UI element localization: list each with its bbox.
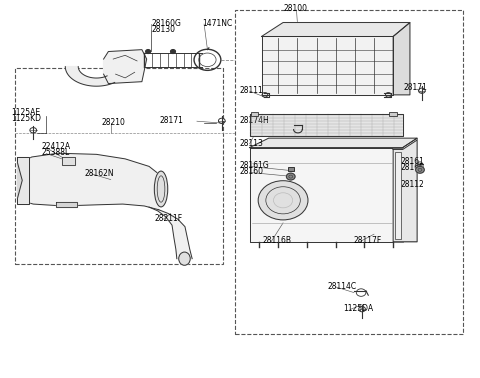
Polygon shape [17, 163, 22, 198]
Circle shape [258, 181, 308, 220]
Polygon shape [250, 138, 417, 147]
Bar [15, 68, 223, 264]
Text: 28161: 28161 [401, 157, 425, 166]
Ellipse shape [155, 171, 168, 207]
Bar [389, 112, 397, 116]
Text: 28161G: 28161G [239, 161, 269, 170]
Polygon shape [17, 157, 29, 204]
Ellipse shape [179, 252, 190, 265]
Bar [395, 152, 401, 239]
Text: 28210: 28210 [101, 118, 125, 127]
Text: 28100: 28100 [283, 5, 307, 14]
Text: 28117F: 28117F [354, 237, 382, 245]
Text: 1125KD: 1125KD [11, 115, 41, 124]
Text: 1125AE: 1125AE [11, 108, 40, 118]
Text: 28116B: 28116B [263, 237, 292, 245]
Circle shape [416, 166, 424, 173]
Polygon shape [62, 157, 75, 164]
Polygon shape [149, 207, 192, 259]
Bar [251, 112, 258, 116]
Polygon shape [250, 114, 403, 136]
Text: 25388L: 25388L [41, 148, 70, 157]
Polygon shape [262, 36, 393, 95]
Polygon shape [104, 50, 147, 84]
Text: 28113: 28113 [239, 139, 263, 147]
Polygon shape [403, 138, 417, 242]
Text: 28112: 28112 [401, 180, 425, 189]
Text: 28171: 28171 [160, 116, 183, 125]
Text: 28160: 28160 [401, 163, 425, 172]
Text: 28160G: 28160G [152, 19, 181, 28]
Polygon shape [250, 147, 403, 242]
Text: 28160: 28160 [239, 167, 263, 176]
Polygon shape [56, 202, 77, 207]
Circle shape [287, 173, 295, 180]
Polygon shape [393, 140, 417, 242]
Text: 28130: 28130 [152, 25, 176, 34]
Text: 28114C: 28114C [327, 282, 356, 291]
Text: 28111: 28111 [239, 86, 263, 95]
Text: 22412A: 22412A [41, 143, 71, 151]
Text: 28162N: 28162N [84, 169, 114, 178]
Polygon shape [20, 153, 158, 210]
Polygon shape [262, 23, 410, 36]
Text: 1125DA: 1125DA [343, 304, 373, 313]
Polygon shape [65, 67, 115, 86]
Bar [235, 10, 463, 334]
Circle shape [146, 50, 151, 53]
Text: 28211F: 28211F [155, 214, 183, 223]
Text: 28174H: 28174H [239, 116, 269, 125]
Bar [288, 167, 294, 171]
Polygon shape [393, 23, 410, 95]
Text: 28171: 28171 [404, 83, 428, 92]
Text: 1471NC: 1471NC [202, 19, 232, 28]
Circle shape [170, 50, 175, 53]
